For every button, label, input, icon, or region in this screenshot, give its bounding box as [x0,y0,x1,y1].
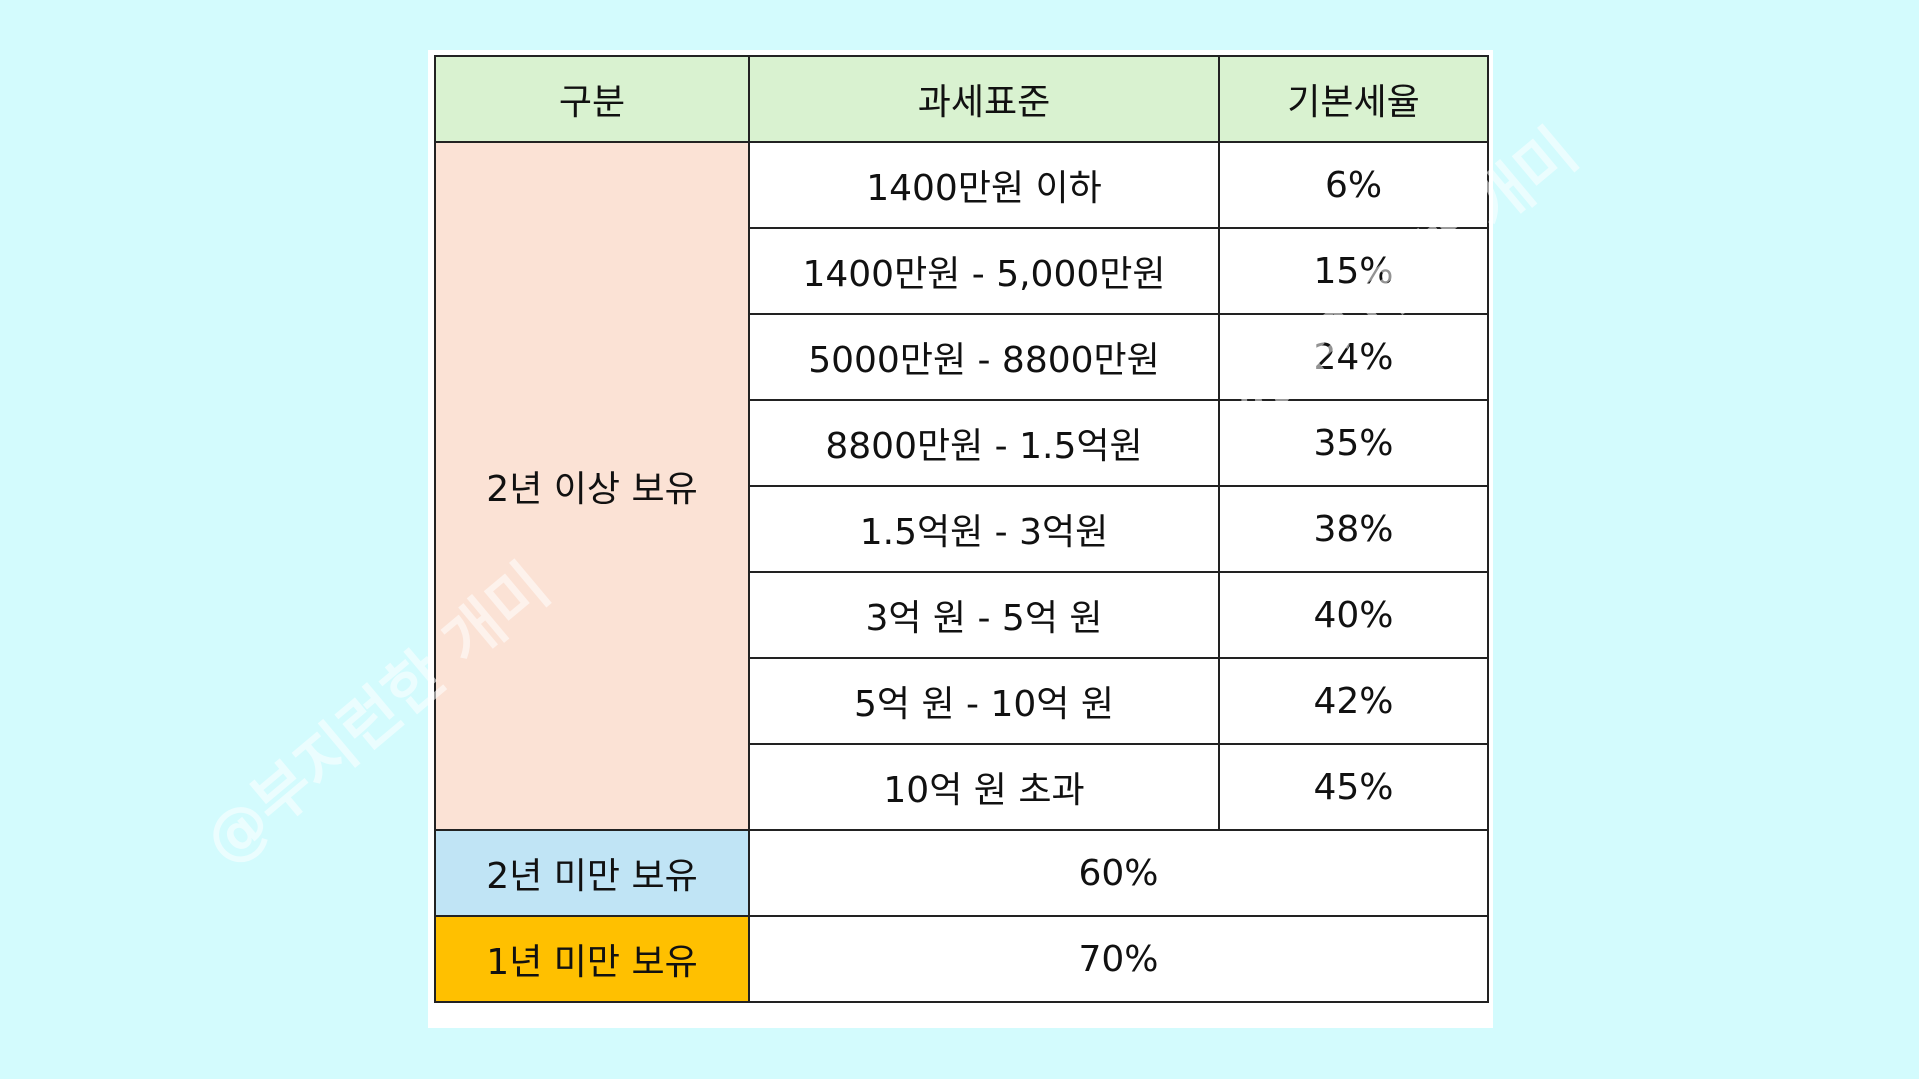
bracket-cell: 1400만원 - 5,000만원 [748,227,1220,315]
table-row: 2년 미만 보유 60% [434,829,1489,917]
header-cell: 기본세율 [1218,55,1489,143]
tax-table: 구분 과세표준 기본세율 2년 이상 보유 1400만원 이하 6% 1400만원 -… [434,55,1489,1003]
rate-cell: 45% [1218,743,1489,831]
group-label: 1년 미만 보유 [434,915,750,1003]
bracket-cell: 8800만원 - 1.5억원 [748,399,1220,487]
header-cell: 과세표준 [748,55,1220,143]
rate-cell: 15% [1218,227,1489,315]
bracket-cell: 3억 원 - 5억 원 [748,571,1220,659]
rate-cell: 38% [1218,485,1489,573]
bracket-cell: 1400만원 이하 [748,141,1220,229]
table-row: 2년 이상 보유 1400만원 이하 6% [434,141,1489,831]
rate-cell: 40% [1218,571,1489,659]
table-row: 10억 원 초과 45% [435,743,1489,831]
rate-cell: 24% [1218,313,1489,401]
rate-cell: 42% [1218,657,1489,745]
rate-cell: 6% [1218,141,1489,229]
bracket-cell: 5억 원 - 10억 원 [748,657,1220,745]
table-row: 1.5억원 - 3억원 38% [435,485,1489,573]
header-row: 구분 과세표준 기본세율 [434,55,1489,143]
header-cell: 구분 [434,55,750,143]
rate-cell: 60% [748,829,1489,917]
bracket-cell: 5000만원 - 8800만원 [748,313,1220,401]
table-row: 1400만원 - 5,000만원 15% [435,227,1489,315]
rate-cell: 35% [1218,399,1489,487]
bracket-cell: 1.5억원 - 3억원 [748,485,1220,573]
table-row: 5000만원 - 8800만원 24% [435,313,1489,401]
rate-cell: 70% [748,915,1489,1003]
group-label: 2년 미만 보유 [434,829,750,917]
bracket-cell: 10억 원 초과 [748,743,1220,831]
table-row: 8800만원 - 1.5억원 35% [435,399,1489,487]
group-label: 2년 이상 보유 [434,141,750,831]
table-row: 1년 미만 보유 70% [434,915,1489,1003]
table-row: 3억 원 - 5억 원 40% [435,571,1489,659]
table-row: 5억 원 - 10억 원 42% [435,657,1489,745]
